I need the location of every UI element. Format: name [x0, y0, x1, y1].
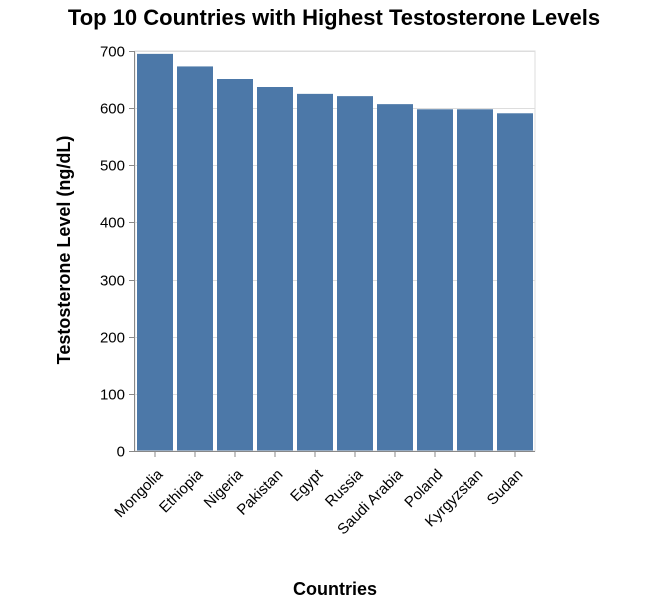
y-tick-label: 100	[100, 387, 125, 404]
bar-kyrgyzstan	[457, 109, 493, 452]
y-tick-label: 200	[100, 330, 125, 347]
y-axis-title: Testosterone Level (ng/dL)	[54, 136, 74, 365]
chart-title: Top 10 Countries with Highest Testostero…	[68, 5, 600, 30]
bar-ethiopia	[177, 66, 213, 451]
x-tick-label: Egypt	[287, 465, 327, 505]
bar-nigeria	[217, 79, 253, 451]
x-tick-label: Sudan	[484, 466, 527, 509]
x-axis-title: Countries	[293, 579, 377, 599]
y-tick-label: 300	[100, 273, 125, 290]
y-tick-label: 500	[100, 158, 125, 175]
y-tick-label: 0	[117, 444, 125, 461]
bar-sudan	[497, 113, 533, 452]
y-tick-label: 400	[100, 215, 125, 232]
bar-poland	[417, 109, 453, 452]
y-tick-label: 600	[100, 101, 125, 118]
bar-russia	[337, 96, 373, 452]
y-axis-ticks: 0 100 200 300 400 500 600 700	[100, 44, 135, 461]
y-tick-label: 700	[100, 44, 125, 61]
bar-saudi-arabia	[377, 104, 413, 452]
bar-egypt	[297, 93, 333, 451]
bar-pakistan	[257, 87, 293, 451]
x-tick-label: Ethiopia	[156, 466, 207, 517]
x-tick-label: Mongolia	[111, 466, 167, 522]
bar-mongolia	[137, 53, 173, 451]
bars	[137, 53, 533, 452]
